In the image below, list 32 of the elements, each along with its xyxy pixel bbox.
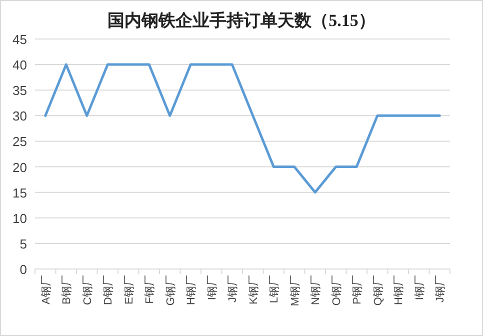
y-tick-label: 15 [12,185,27,200]
x-tick-label: B钢厂 [61,275,74,304]
x-tick-label: N钢厂 [310,275,322,305]
y-tick-label: 25 [12,134,27,150]
x-tick-label: D钢厂 [102,275,115,305]
line-series [44,63,441,194]
x-tick-label: P钢厂 [352,275,364,304]
x-tick-label: L钢厂 [268,275,281,304]
x-tick-label: G钢厂 [164,275,177,306]
x-tick-label: H钢厂 [393,275,406,305]
x-tick-label: Q钢厂 [372,275,384,306]
y-tick-label: 0 [20,262,27,277]
x-tick-label: I钢厂 [206,275,218,300]
x-tick-label: K钢厂 [248,275,260,304]
x-tick-label: F钢厂 [144,275,156,304]
y-tick-label: 20 [12,160,27,175]
y-tick-label: 35 [12,83,27,98]
x-tick-label: E钢厂 [123,275,136,304]
x-tick-label: H钢厂 [186,275,198,305]
chart-title: 国内钢铁企业手持订单天数（5.15） [108,11,376,30]
y-tick-label: 30 [12,108,27,124]
y-tick-label: 5 [20,236,27,252]
x-tick-label: M钢厂 [289,275,302,306]
x-tick-label: A钢厂 [40,275,52,304]
x-tick-label: J钢厂 [227,275,240,302]
x-tick-label: J钢厂 [434,275,447,302]
y-tick-label: 10 [12,210,27,226]
x-tick-label: I钢厂 [414,275,426,300]
x-tick-label: C钢厂 [82,275,94,305]
y-tick-label: 45 [12,32,27,47]
x-tick-label: O钢厂 [330,275,343,306]
y-tick-label: 40 [12,58,27,73]
